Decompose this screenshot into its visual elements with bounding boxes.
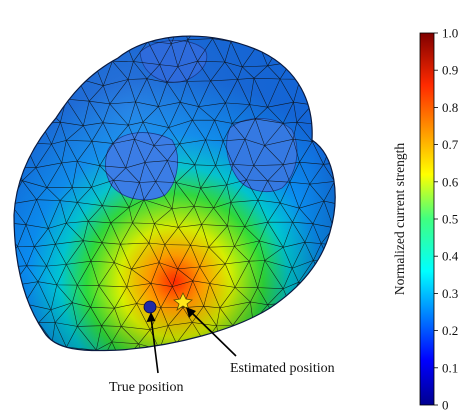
colorbar-tick-label: 0.5 (442, 212, 458, 227)
colorbar-tick-label: 0.8 (442, 100, 458, 115)
colorbar-tick-label: 0.4 (442, 249, 459, 264)
true-position-marker (143, 300, 157, 314)
heart-surface (13, 35, 336, 352)
colorbar-tick-label: 0 (442, 398, 449, 413)
colorbar-tick-label: 0.1 (442, 360, 458, 375)
right-inner-opening (226, 118, 298, 192)
colorbar-gradient (419, 32, 435, 406)
estimated-position-label: Estimated position (230, 361, 335, 376)
colorbar-tick-label: 0.3 (442, 286, 458, 301)
estimated-position-marker (173, 292, 193, 311)
colorbar-tick-label: 0.6 (442, 174, 459, 189)
true-position-label: True position (109, 380, 184, 395)
left-inner-opening (104, 132, 179, 201)
colorbar: 1.0 0.9 0.8 0.7 0.6 0.5 0.4 0.3 0.2 0.1 0 Normaliz… (392, 26, 459, 413)
estimated-position-arrow (186, 307, 237, 357)
colorbar-tick-label: 1.0 (442, 26, 458, 41)
true-position-arrow (146, 312, 159, 374)
colorbar-ticks: 1.0 0.9 0.8 0.7 0.6 0.5 0.4 0.3 0.2 0.1 0 (434, 26, 459, 413)
colorbar-tick-label: 0.9 (442, 63, 458, 78)
colorbar-tick-label: 0.7 (442, 137, 459, 152)
colorbar-title: Normalized current strength (392, 143, 407, 295)
colorbar-tick-label: 0.2 (442, 323, 458, 338)
